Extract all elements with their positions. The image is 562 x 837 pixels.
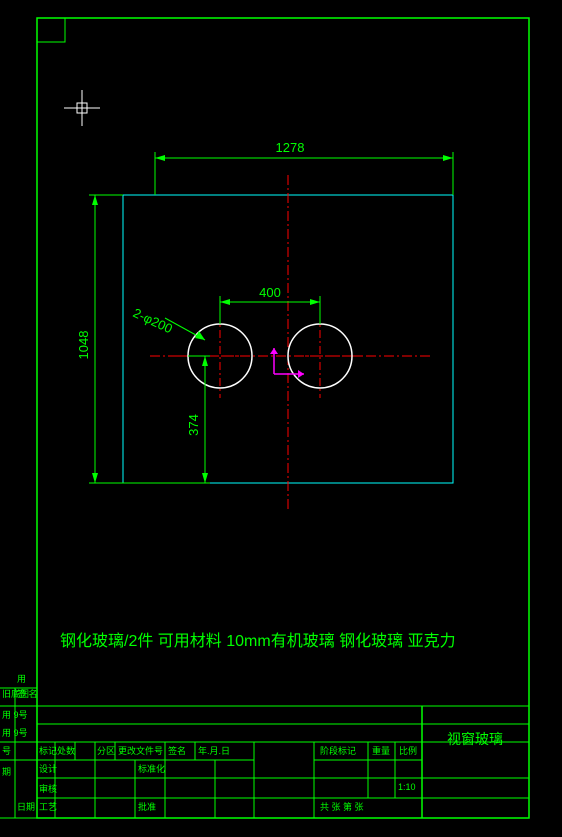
- tb-left-2: 用: [17, 674, 26, 684]
- dim-callout-value: 2-φ200: [131, 305, 175, 336]
- tb-right-1: 阶段标记: [320, 745, 356, 756]
- tb-col-5: 签名: [168, 745, 186, 756]
- drawing-title: 视窗玻璃: [447, 731, 503, 747]
- cad-drawing: 1278 1048 400 2-φ200 374 钢化玻璃/2件 可用材料 10…: [0, 0, 562, 837]
- dim-left-value: 1048: [76, 331, 91, 360]
- tb-num-3: 号: [2, 746, 11, 756]
- tb-num-2: 用 9号: [2, 728, 28, 738]
- tb-col-4: 更改文件号: [118, 745, 163, 756]
- tb-mid-1: 标准化: [138, 763, 165, 774]
- tb-num-1: 用 9号: [2, 710, 28, 720]
- dim-holes-value: 400: [259, 285, 281, 300]
- tb-col-6: 年.月.日: [198, 745, 230, 756]
- dimension-circle-callout: 2-φ200: [131, 305, 205, 340]
- title-block: 旧底图 用 签 名 用 9号 用 9号 号 期 日期 标记 处数 分区 更改文件…: [0, 674, 529, 818]
- dimension-top: 1278: [155, 140, 453, 195]
- tb-right-2: 重量: [372, 745, 390, 756]
- tb-scale: 1:10: [398, 782, 416, 792]
- material-note: 钢化玻璃/2件 可用材料 10mm有机玻璃 钢化玻璃 亚克力: [60, 632, 456, 650]
- tb-label-q: 期: [2, 767, 11, 777]
- ucs-arrow: [270, 348, 304, 378]
- dim-top-value: 1278: [276, 140, 305, 155]
- dim-374-value: 374: [186, 414, 201, 436]
- tb-col-1: 标记: [39, 745, 57, 756]
- dimension-left: 1048: [76, 195, 123, 483]
- crosshair-marker: [64, 90, 100, 126]
- dimension-vertical-374: 374: [123, 356, 210, 483]
- tb-right-3: 比例: [399, 745, 417, 756]
- corner-mark: [37, 18, 65, 42]
- tb-col-3: 分区: [97, 746, 115, 756]
- tb-label-date: 日期: [17, 802, 35, 812]
- tb-row-2: 审核: [39, 783, 57, 794]
- tb-row-1: 设计: [39, 763, 57, 774]
- tb-left-3: 签 名: [17, 688, 38, 699]
- tb-row-3: 工艺: [39, 802, 57, 812]
- dimension-holes: 400: [220, 285, 320, 324]
- tb-col-2: 处数: [57, 745, 75, 756]
- tb-bottom-row: 共 张 第 张: [320, 801, 364, 812]
- tb-mid-2: 批准: [138, 801, 156, 812]
- drawing-border: [37, 18, 529, 818]
